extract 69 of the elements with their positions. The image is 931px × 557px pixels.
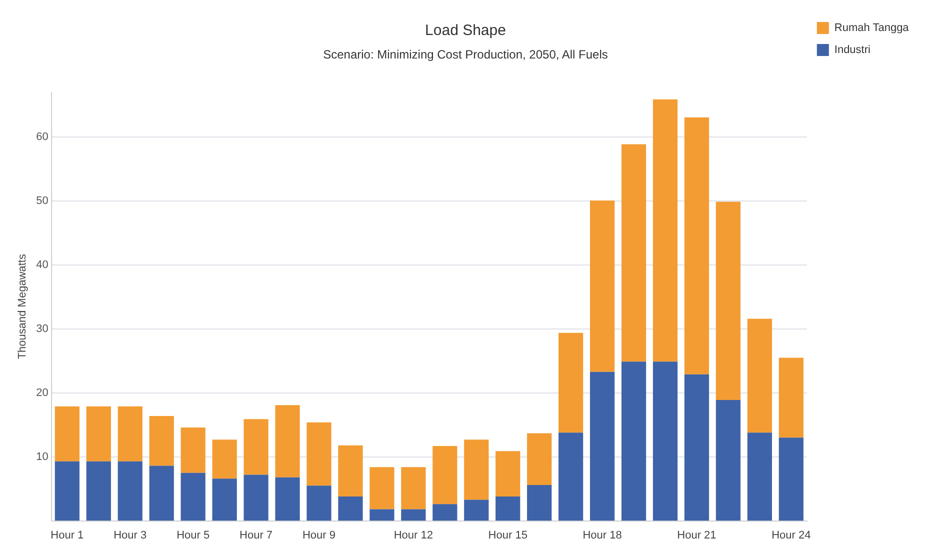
bar <box>590 200 615 372</box>
x-tick-label: Hour 3 <box>114 529 147 542</box>
bar <box>464 500 489 521</box>
bar <box>527 433 552 485</box>
bar <box>747 318 772 433</box>
bar <box>716 400 741 521</box>
bar <box>432 504 458 521</box>
bar <box>338 445 363 497</box>
x-tick-label: Hour 21 <box>677 529 716 542</box>
bar <box>86 461 111 521</box>
legend-label: Rumah Tangga <box>834 22 910 34</box>
bar <box>558 432 584 521</box>
bar <box>306 422 332 486</box>
x-tick-label: Hour 18 <box>582 529 622 542</box>
bar <box>621 362 646 521</box>
bar <box>275 405 300 478</box>
bar <box>338 496 363 521</box>
bar <box>275 477 300 521</box>
bar <box>54 461 80 521</box>
y-tick-label: 40 <box>36 259 48 272</box>
bar <box>86 406 111 462</box>
bar <box>180 472 206 521</box>
y-tick-label: 30 <box>36 323 48 336</box>
bar <box>118 406 142 462</box>
bar <box>370 509 394 521</box>
bar <box>652 362 678 521</box>
bar <box>590 372 615 521</box>
bar <box>778 438 804 521</box>
bar <box>652 99 678 362</box>
bar <box>684 117 710 374</box>
bar <box>401 467 426 510</box>
bar <box>621 144 646 362</box>
legend-label: Industri <box>834 44 870 56</box>
bar <box>496 451 520 497</box>
x-tick-label: Hour 7 <box>240 529 273 542</box>
bar <box>180 427 206 473</box>
x-tick-label: Hour 12 <box>394 529 433 542</box>
bar <box>244 419 268 475</box>
y-tick-label: 50 <box>36 195 48 208</box>
y-tick-label: 10 <box>36 450 48 463</box>
bar <box>496 496 520 521</box>
y-tick-label: 60 <box>36 131 48 144</box>
bar <box>244 474 268 521</box>
bar <box>432 446 458 504</box>
bar <box>212 440 237 479</box>
bar <box>684 374 710 521</box>
x-tick-label: Hour 5 <box>176 529 210 542</box>
bar <box>370 467 394 510</box>
bar <box>54 406 80 462</box>
x-tick-label: Hour 24 <box>772 529 811 542</box>
y-axis-title: Thousand Megawatts <box>16 254 29 360</box>
bar <box>401 509 426 521</box>
bar <box>527 484 552 521</box>
chart-subtitle: Scenario: Minimizing Cost Production, 2050, All Fuels <box>323 48 608 62</box>
bar <box>747 432 772 521</box>
bar <box>212 478 237 521</box>
bar <box>558 332 584 433</box>
chart-title: Load Shape <box>425 22 506 40</box>
bar <box>778 358 804 438</box>
bar <box>464 440 489 500</box>
y-tick-label: 20 <box>36 386 48 399</box>
x-tick-label: Hour 9 <box>302 529 336 542</box>
bar <box>149 416 174 466</box>
bar <box>306 486 332 521</box>
bar <box>118 461 142 521</box>
bar <box>149 466 174 521</box>
bar <box>716 202 741 400</box>
x-tick-label: Hour 15 <box>488 529 528 542</box>
x-tick-label: Hour 1 <box>50 529 84 542</box>
